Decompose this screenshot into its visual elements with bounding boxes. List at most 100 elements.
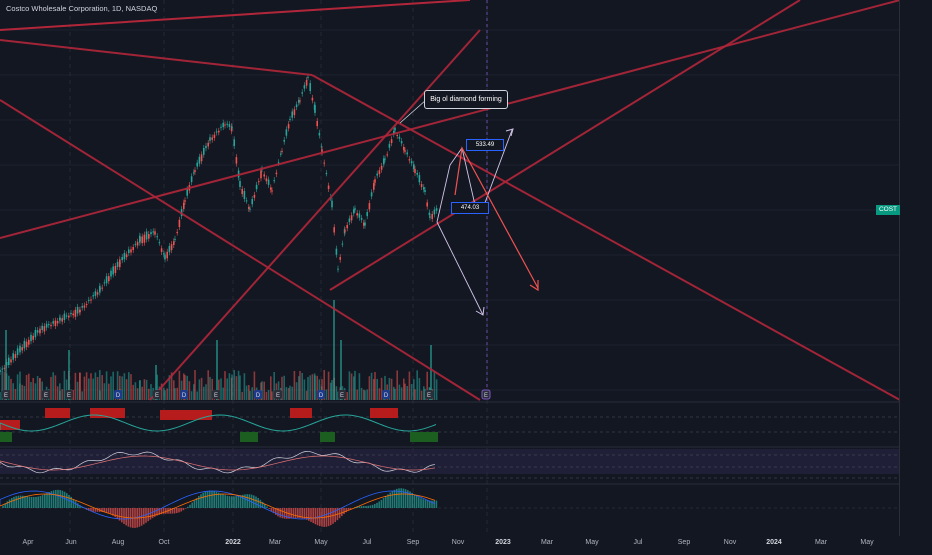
volume-bar (110, 376, 112, 400)
candle-body (436, 208, 438, 211)
histogram-bar (293, 508, 295, 518)
event-marker-label: E (276, 393, 280, 399)
volume-bar (409, 372, 411, 400)
candle-body (413, 164, 415, 169)
candle-body (406, 153, 408, 155)
candle-body (314, 105, 316, 113)
volume-bar (88, 379, 90, 400)
volume-bar (233, 370, 235, 400)
candle-body (95, 291, 97, 296)
histogram-bar (198, 496, 200, 508)
volume-bar (371, 373, 373, 400)
volume-bar (296, 382, 298, 400)
candle-body (273, 180, 275, 181)
volume-bar (404, 384, 406, 400)
histogram-bar (2, 506, 4, 508)
candle-body (401, 141, 403, 143)
volume-bar (314, 375, 316, 400)
candle-body (97, 292, 99, 294)
volume-bar (24, 386, 26, 400)
candle-body (307, 77, 309, 78)
histogram-bar (180, 508, 182, 511)
candle-body (289, 119, 291, 120)
histogram-bar (383, 498, 385, 508)
price-axis[interactable] (899, 0, 932, 536)
time-tick: Mar (541, 539, 553, 546)
candle-body (236, 157, 238, 163)
histogram-bar (211, 491, 213, 508)
candle-body (374, 179, 376, 182)
candle-body (193, 172, 195, 173)
volume-bar (174, 388, 176, 400)
volume-bar (399, 385, 401, 400)
histogram-bar (55, 490, 57, 508)
annotation-callout[interactable]: Big ol diamond forming (424, 90, 508, 109)
candle-body (4, 368, 6, 369)
histogram-bar (374, 504, 376, 508)
histogram-bar (213, 491, 215, 508)
volume-bar (50, 377, 52, 400)
volume-bar (288, 388, 290, 400)
volume-bar (137, 388, 139, 400)
histogram-bar (77, 503, 79, 508)
projection-arrow-down-alt (437, 222, 483, 315)
candle-body (77, 307, 79, 314)
candle-body (201, 154, 203, 161)
candle-body (394, 128, 396, 131)
histogram-bar (66, 493, 68, 508)
histogram-bar (268, 508, 270, 509)
price-label-high[interactable]: 533.49 (466, 139, 504, 151)
volume-bar (95, 372, 97, 400)
price-label-low[interactable]: 474.03 (451, 202, 489, 214)
histogram-bar (37, 497, 39, 508)
volume-bar (61, 389, 63, 400)
volume-bar (64, 371, 66, 400)
candle-body (48, 324, 50, 325)
volume-bar (351, 373, 353, 400)
trend-line (0, 100, 480, 400)
volume-bar (359, 373, 361, 400)
volume-spike (5, 330, 7, 400)
candle-body (92, 295, 94, 296)
histogram-bar (376, 503, 378, 508)
histogram-bar (97, 508, 99, 512)
candle-body (270, 187, 272, 189)
volume-bar (0, 392, 1, 400)
volume-bar (104, 383, 106, 400)
volume-bar (246, 386, 248, 400)
histogram-bar (191, 503, 193, 508)
volume-bar (108, 384, 110, 400)
candle-body (416, 173, 418, 175)
volume-bar (411, 384, 413, 400)
candle-body (154, 231, 156, 234)
volume-bar (39, 378, 41, 400)
candle-body (55, 321, 57, 326)
volume-bar (77, 382, 79, 400)
candle-body (222, 123, 224, 127)
candle-body (426, 202, 428, 206)
volume-bar (312, 374, 314, 400)
candle-body (283, 140, 285, 142)
candle-body (359, 214, 361, 218)
candle-body (396, 135, 398, 136)
candle-body (86, 304, 88, 305)
volume-bar (306, 391, 308, 400)
symbol-title[interactable]: Costco Wholesale Corporation, 1D, NASDAQ (6, 4, 157, 13)
volume-bar (12, 383, 14, 400)
volume-bar (239, 375, 241, 400)
volume-bar (99, 391, 101, 400)
candle-body (271, 190, 273, 191)
candle-body (64, 314, 66, 320)
histogram-bar (414, 494, 416, 508)
histogram-bar (40, 496, 42, 508)
time-tick: Aug (112, 539, 124, 546)
volume-bar (283, 376, 285, 400)
histogram-bar (11, 498, 13, 508)
histogram-bar (53, 490, 55, 508)
event-marker-label: D (319, 393, 324, 399)
histogram-bar (202, 493, 204, 508)
time-axis[interactable] (0, 536, 932, 550)
candle-body (304, 85, 306, 88)
